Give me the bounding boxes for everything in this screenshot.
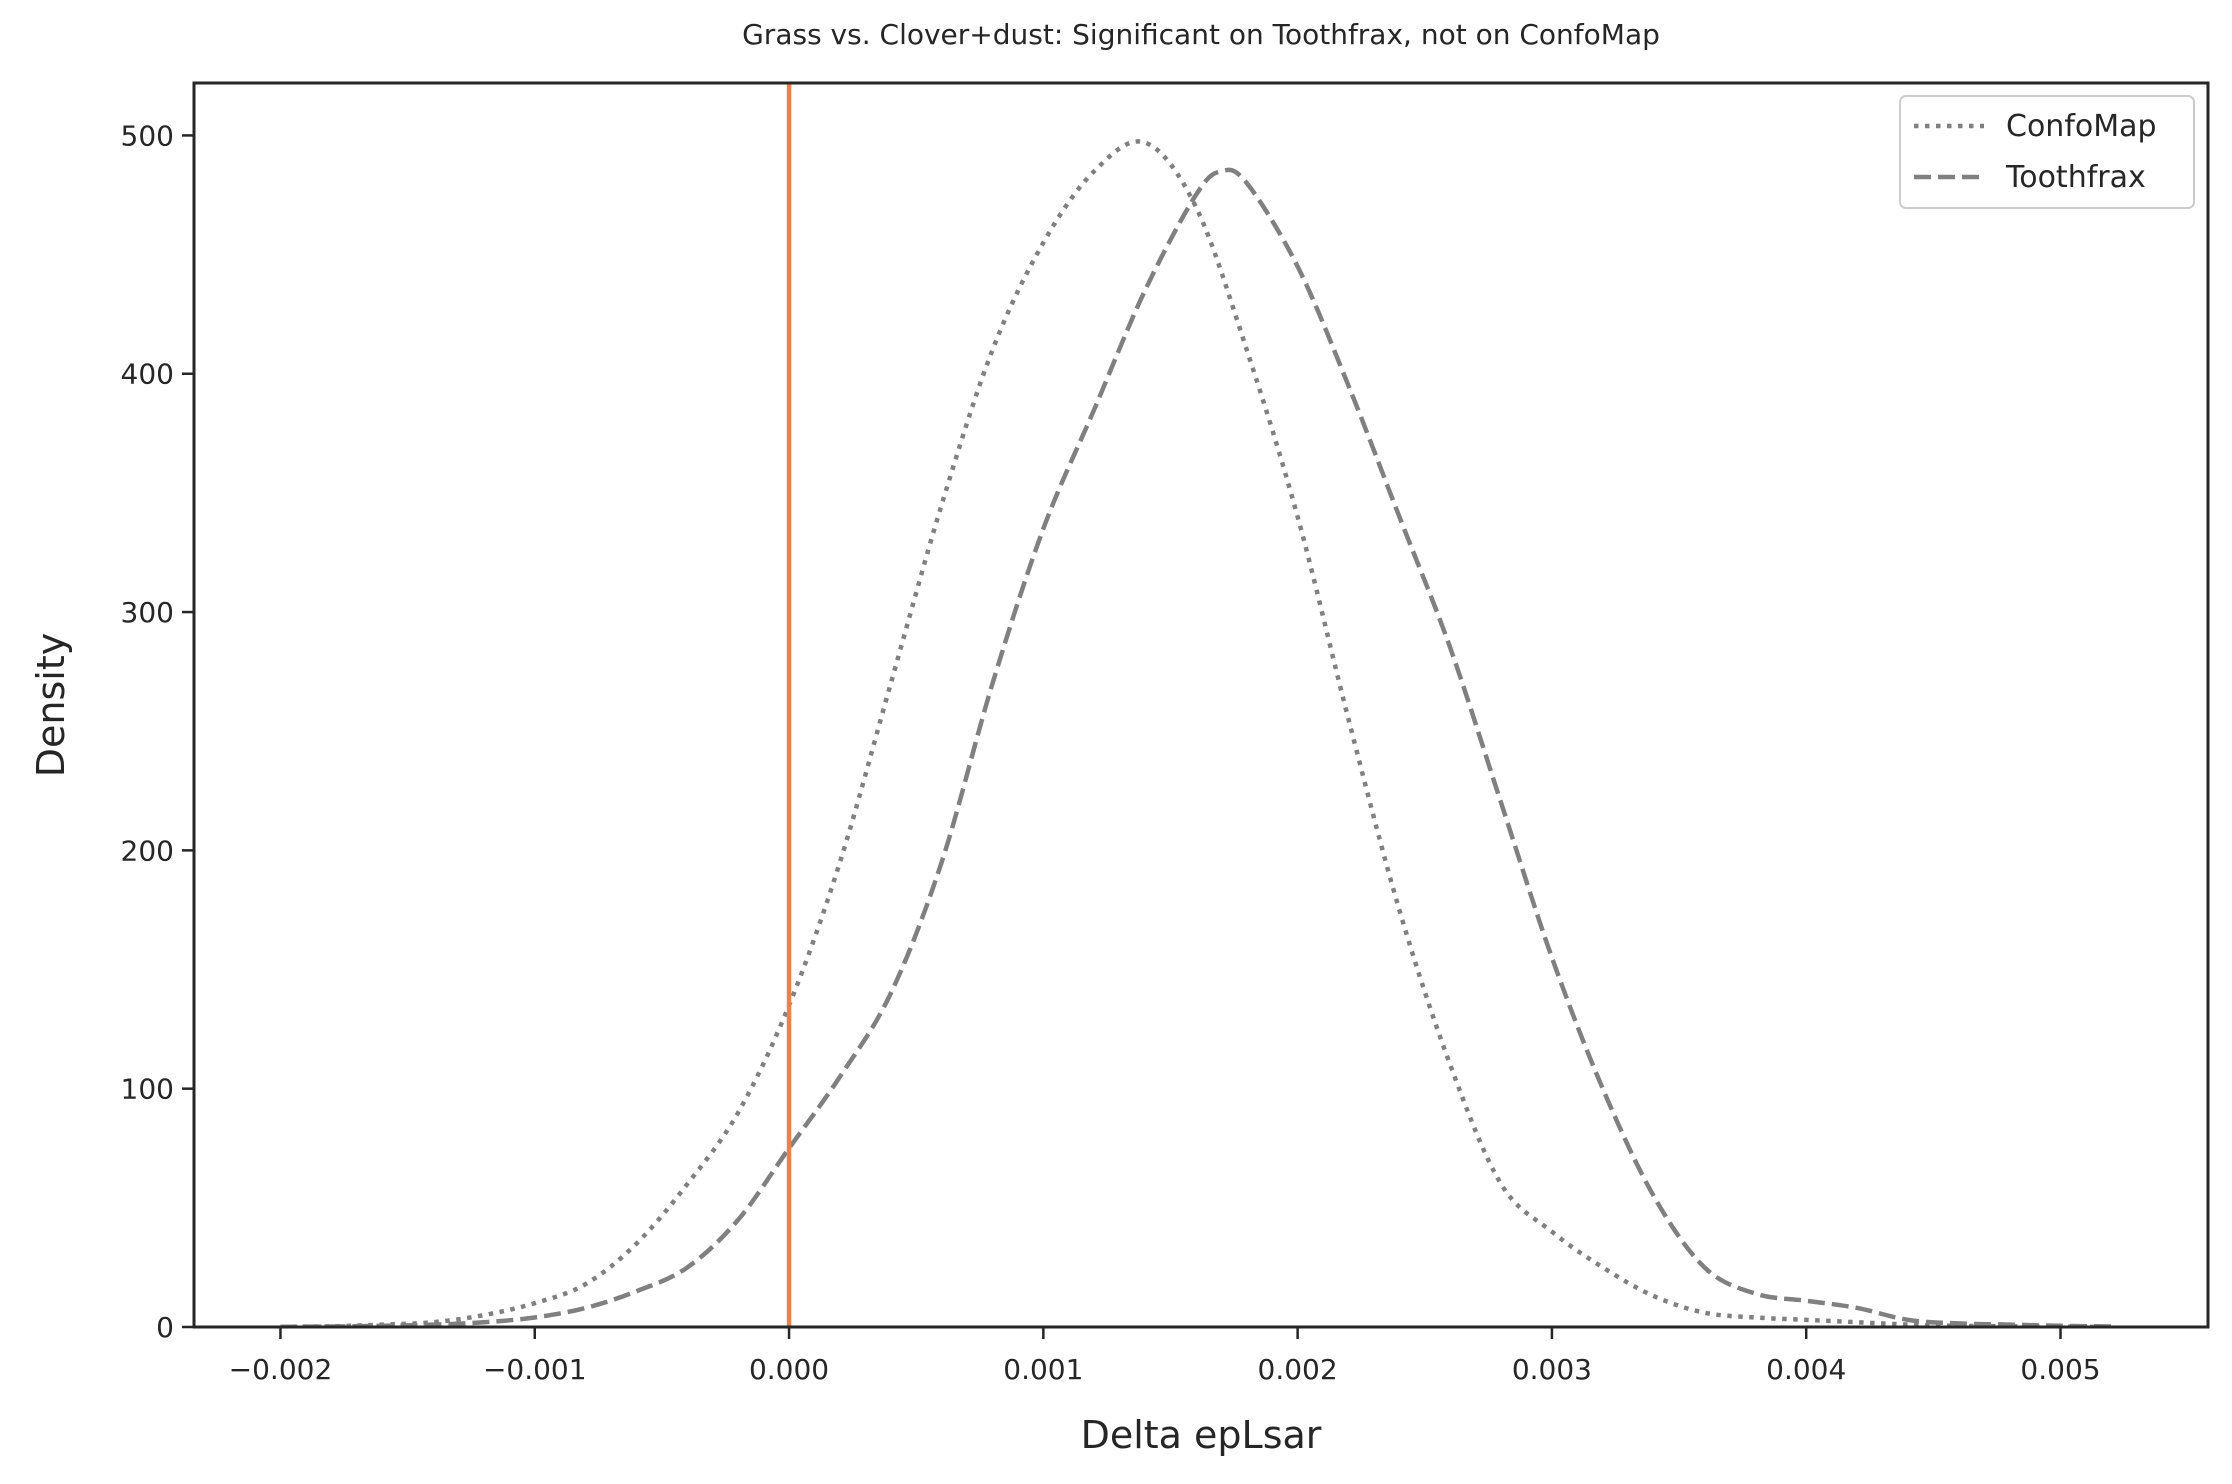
- legend-label-confomap: ConfoMap: [2006, 109, 2157, 144]
- x-tick-label: 0.001: [1003, 1353, 1083, 1386]
- x-tick-label: 0.002: [1258, 1353, 1338, 1386]
- chart-title: Grass vs. Clover+dust: Significant on To…: [742, 18, 1660, 51]
- series-line-toothfrax: [280, 167, 2112, 1327]
- x-tick-label: 0.005: [2020, 1353, 2100, 1386]
- y-ticks: 0 100 200 300 400 500: [121, 119, 194, 1344]
- series-line-confomap: [280, 139, 2112, 1327]
- plot-frame: [192, 81, 2210, 1329]
- curves-layer: [280, 83, 2112, 1327]
- legend-label-toothfrax: Toothfrax: [2005, 160, 2146, 195]
- y-tick-label: 100: [121, 1073, 174, 1106]
- y-tick-label: 0: [156, 1311, 174, 1344]
- x-tick-label: 0.003: [1512, 1353, 1592, 1386]
- x-tick-label: 0.004: [1766, 1353, 1846, 1386]
- y-tick-label: 500: [121, 119, 174, 152]
- x-axis-label: Delta epLsar: [1081, 1413, 1322, 1457]
- y-tick-label: 200: [121, 834, 174, 867]
- x-tick-label: 0.000: [749, 1353, 829, 1386]
- x-ticks: −0.002 −0.001 0.000 0.001 0.002 0.003 0.004 0.0…: [229, 1327, 2101, 1386]
- x-tick-label: −0.001: [483, 1353, 587, 1386]
- y-tick-label: 300: [121, 596, 174, 629]
- y-axis-label: Density: [29, 633, 73, 777]
- legend: ConfoMap Toothfrax: [1899, 95, 2195, 209]
- y-tick-label: 400: [121, 358, 174, 391]
- x-tick-label: −0.002: [229, 1353, 333, 1386]
